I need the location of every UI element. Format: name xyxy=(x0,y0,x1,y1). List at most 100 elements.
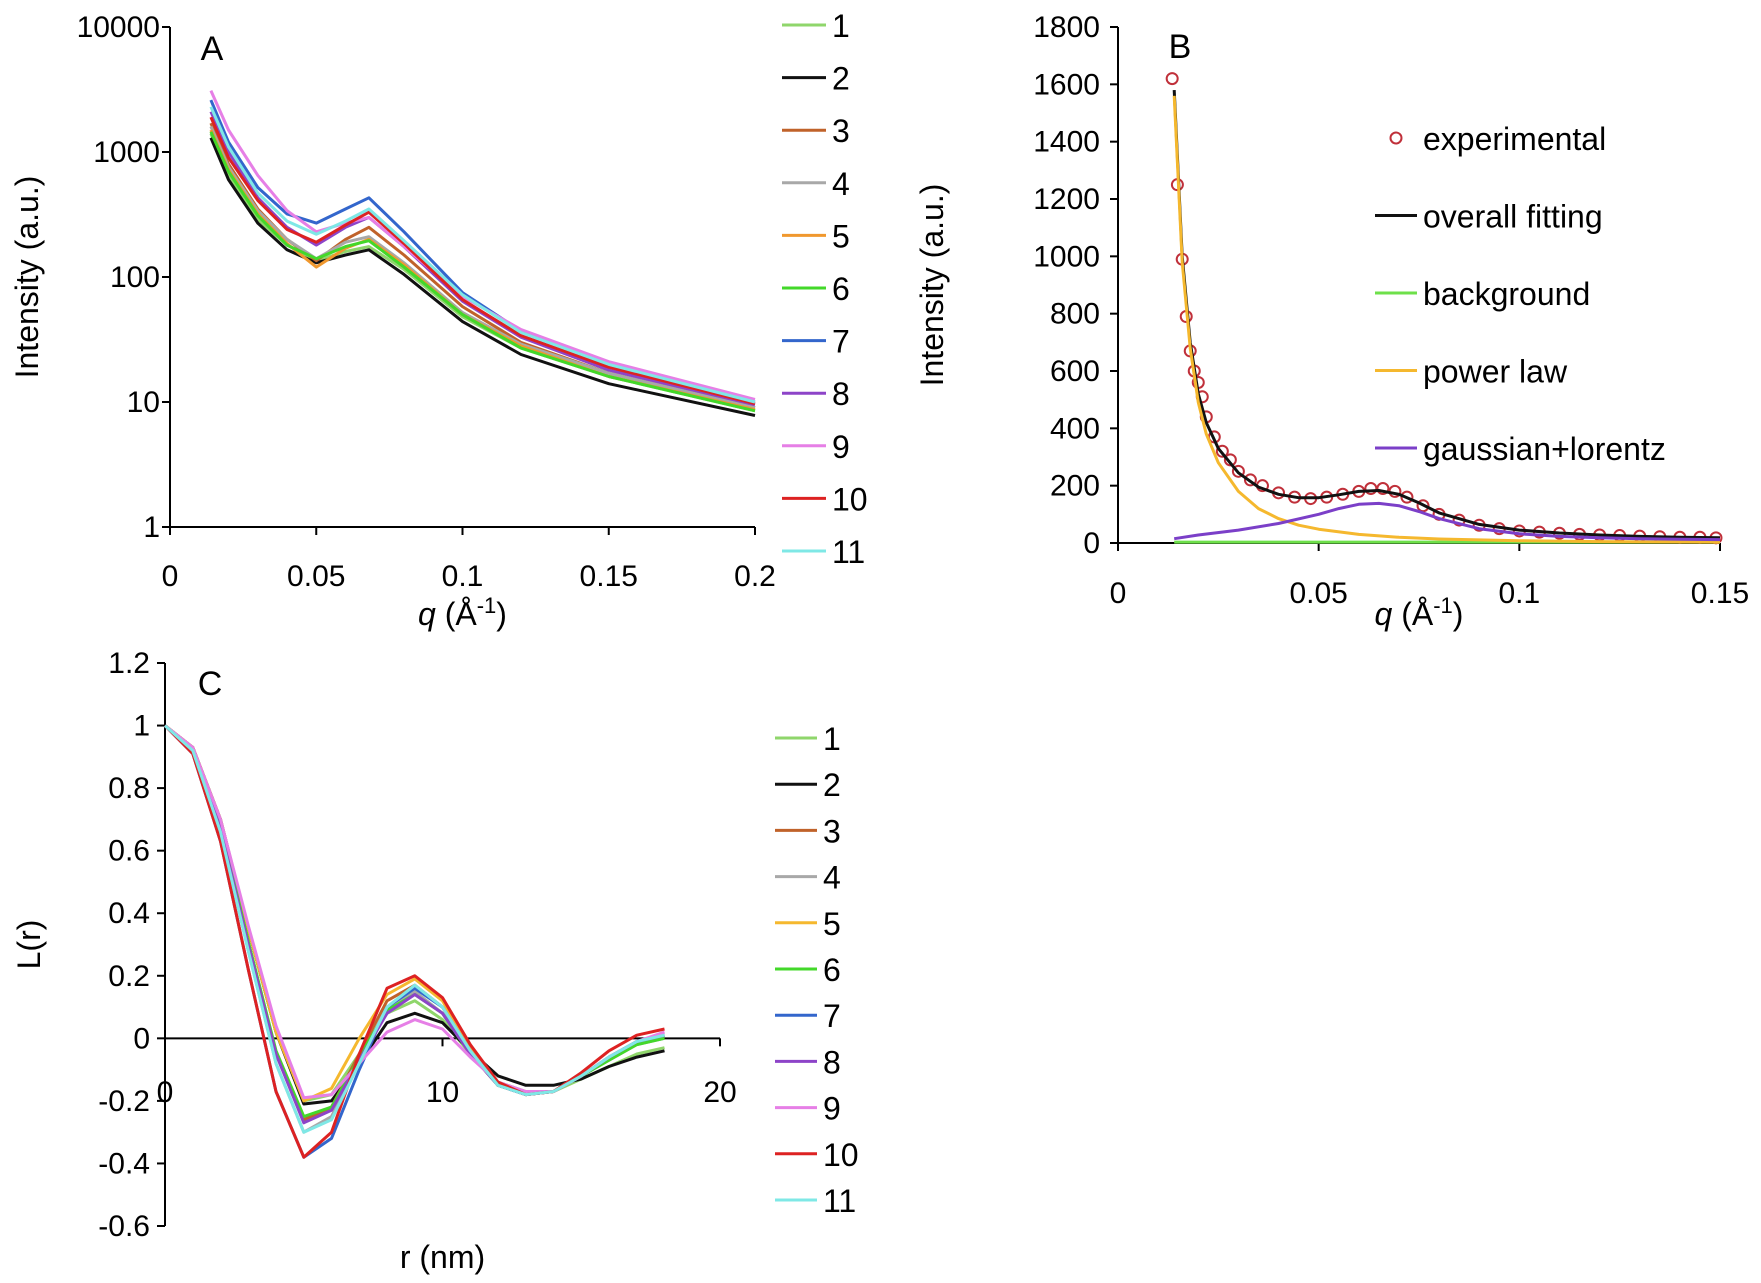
y-tick-label: 1 xyxy=(143,511,160,544)
x-tick-label: 0.2 xyxy=(734,560,776,593)
legend-label: 5 xyxy=(823,906,841,942)
y-tick-label: 0.2 xyxy=(108,960,150,993)
x-axis-label: q (Å-1) xyxy=(1375,593,1464,632)
series-line-3 xyxy=(209,122,756,410)
panel-b: 0 200 400 600 800 1000 1200 1400 1600 1800 0 0.05 0.… xyxy=(914,11,1749,632)
series-line-8 xyxy=(209,111,756,407)
y-tick-label: 0.6 xyxy=(108,835,150,868)
x-axis-label-close: ) xyxy=(1453,596,1464,632)
data-point xyxy=(1215,444,1229,458)
legend-label: 4 xyxy=(832,166,850,202)
y-tick-label: 0 xyxy=(133,1022,150,1055)
legend-label: 2 xyxy=(823,767,841,803)
x-tick-label: 0.15 xyxy=(1691,577,1749,610)
legend-label: 3 xyxy=(823,813,841,849)
data-point xyxy=(1416,499,1430,513)
x-tick-label: 0 xyxy=(1110,577,1127,610)
series-line-gaussian-lorentz xyxy=(1173,501,1721,542)
series-line-11 xyxy=(163,724,665,1134)
y-tick-label: 0.4 xyxy=(108,897,150,930)
x-axis-label: q (Å-1) xyxy=(418,593,507,632)
x-axis-label-symbol: q xyxy=(1375,596,1393,632)
legend-label: 9 xyxy=(832,429,850,465)
legend-label: 10 xyxy=(832,481,868,517)
legend-label: 3 xyxy=(832,113,850,149)
legend-label: 1 xyxy=(823,721,841,757)
x-axis-label-unit: (Å xyxy=(1392,596,1434,632)
x-tick-label: 0.1 xyxy=(1498,577,1540,610)
y-tick-label: 1000 xyxy=(93,136,160,169)
legend-label: 1 xyxy=(832,8,850,44)
data-point xyxy=(1364,482,1378,496)
y-tick-label: 600 xyxy=(1050,355,1100,388)
x-tick-label: 20 xyxy=(703,1076,736,1109)
y-tick-label: 800 xyxy=(1050,298,1100,331)
y-tick-label: -0.4 xyxy=(98,1147,150,1180)
series-line-7 xyxy=(163,724,665,1159)
panel-c: -0.6-0.4-0.200.20.40.60.811.20 10 20L(r)r … xyxy=(11,647,859,1275)
y-tick-label: 1400 xyxy=(1033,126,1100,159)
data-point xyxy=(1243,473,1257,487)
y-tick-label: 1.2 xyxy=(108,647,150,680)
series-line-5 xyxy=(209,129,756,412)
legend-label: 9 xyxy=(823,1091,841,1127)
x-tick-label: 0.15 xyxy=(580,560,638,593)
series-line-4 xyxy=(209,125,756,410)
series-line-10 xyxy=(163,724,665,1159)
y-tick-label: 1600 xyxy=(1033,68,1100,101)
legend: 1 2 3 4 5 6 7 8 9 10 11 xyxy=(782,8,868,570)
legend: experimental overall fitting background pow… xyxy=(1375,121,1666,467)
series-line-3 xyxy=(163,724,665,1122)
panel-label: A xyxy=(201,30,224,68)
y-tick-label: 0 xyxy=(1083,527,1100,560)
legend: 1 2 3 4 5 6 7 8 9 10 11 xyxy=(775,721,859,1219)
y-axis-label: L(r) xyxy=(11,920,47,970)
x-axis-label-close: ) xyxy=(496,596,507,632)
legend-label: 2 xyxy=(832,61,850,97)
y-tick-label: 400 xyxy=(1050,412,1100,445)
legend-label: 7 xyxy=(823,998,841,1034)
data-point xyxy=(1231,464,1245,478)
legend-marker xyxy=(1389,131,1403,145)
x-tick-label: 0.05 xyxy=(1289,577,1347,610)
y-tick-label: 10000 xyxy=(77,11,160,44)
series-line-overall-fitting xyxy=(1172,90,1721,540)
y-axis-label: Intensity (a.u.) xyxy=(914,184,950,387)
x-tick-label: 0 xyxy=(162,560,179,593)
panel-label: B xyxy=(1169,28,1192,66)
x-tick-label: 10 xyxy=(426,1076,459,1109)
legend-label: experimental xyxy=(1423,121,1606,157)
legend-label: background xyxy=(1423,276,1590,312)
x-tick-label: 0 xyxy=(157,1076,174,1109)
y-tick-label: 100 xyxy=(110,261,160,294)
y-tick-label: 0.8 xyxy=(108,772,150,805)
y-tick-label: 10 xyxy=(127,386,160,419)
y-axis-label: Intensity (a.u.) xyxy=(9,176,45,379)
y-tick-label: 1000 xyxy=(1033,240,1100,273)
legend-label: overall fitting xyxy=(1423,199,1603,235)
data-point xyxy=(1376,482,1390,496)
panel-label: C xyxy=(198,665,223,703)
legend-label: 10 xyxy=(823,1137,859,1173)
legend-label: 7 xyxy=(832,324,850,360)
series-line-10 xyxy=(209,116,756,406)
y-tick-label: 1200 xyxy=(1033,183,1100,216)
legend-label: 11 xyxy=(823,1183,856,1219)
x-axis-label-symbol: q xyxy=(418,596,436,632)
legend-label: 6 xyxy=(823,952,841,988)
series-line-11 xyxy=(209,106,756,404)
y-tick-label: 1 xyxy=(133,710,150,743)
legend-label: 6 xyxy=(832,271,850,307)
legend-label: 4 xyxy=(823,860,841,896)
legend-label: power law xyxy=(1423,354,1568,390)
y-tick-label: 200 xyxy=(1050,470,1100,503)
y-tick-label: -0.6 xyxy=(98,1210,150,1243)
x-axis-label: r (nm) xyxy=(400,1239,485,1275)
y-tick-label: -0.2 xyxy=(98,1085,150,1118)
legend-label: 11 xyxy=(832,534,865,570)
series-line-1 xyxy=(209,133,756,413)
y-tick-label: 1800 xyxy=(1033,11,1100,44)
x-tick-label: 0.05 xyxy=(287,560,345,593)
legend-label: 5 xyxy=(832,218,850,254)
